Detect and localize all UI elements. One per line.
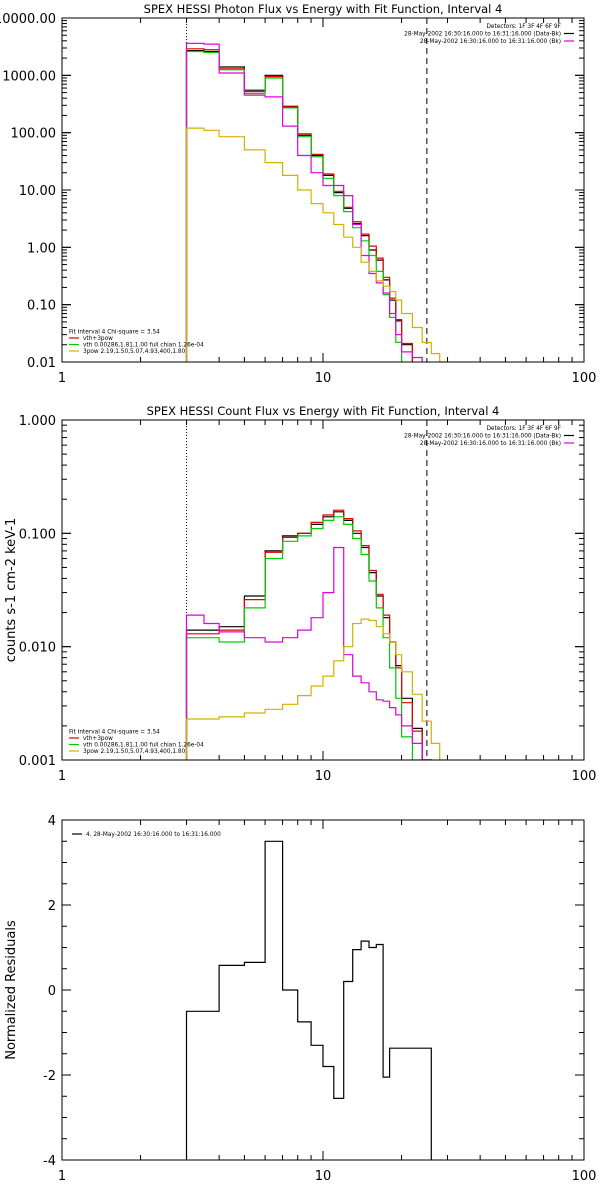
series-3-line xyxy=(185,50,403,362)
x-tick-label: 10 xyxy=(315,1169,332,1184)
plot-frame xyxy=(61,17,585,363)
y-axis-label: counts s-1 cm-2 keV-1 xyxy=(4,518,19,663)
legend-left-entry: 3pow 2.19,1.50,5.07,4.93,400,1.80 xyxy=(83,349,186,355)
y-tick-label: 0.100 xyxy=(19,527,56,542)
panel-3 xyxy=(61,819,585,1161)
series-2-line xyxy=(185,509,432,760)
y-tick-label: 0 xyxy=(48,984,56,999)
y-axis-label: Normalized Residuals xyxy=(4,920,19,1060)
y-axis-ticks xyxy=(62,17,584,363)
x-tick-label: 1 xyxy=(58,769,66,784)
legend-right-entry: 28-May-2002 16:30:16.000 to 16:31:16.000… xyxy=(404,32,561,38)
x-tick-label: 10 xyxy=(315,371,332,386)
legend-left-entry: vth+3pow xyxy=(83,336,113,342)
y-tick-label: 10.00 xyxy=(19,184,56,199)
y-tick-label: 4 xyxy=(48,814,56,829)
series-1-line xyxy=(185,840,432,1160)
legend-left-entry: Fit Interval 4 Chi-square = 3.54 xyxy=(69,330,160,336)
series-4-line xyxy=(185,546,432,760)
x-tick-label: 100 xyxy=(572,371,597,386)
series-group xyxy=(185,42,449,362)
series-2-line xyxy=(185,48,413,362)
y-tick-label: 0.010 xyxy=(19,641,56,656)
panel-2 xyxy=(61,419,585,761)
x-tick-label: 1 xyxy=(58,371,66,386)
legend-right-entry: 28-May-2002 16:30:16.000 to 16:31:16.000… xyxy=(420,39,561,45)
y-tick-label: -2 xyxy=(43,1069,56,1084)
x-tick-label: 10 xyxy=(315,769,332,784)
series-1-line xyxy=(185,50,413,362)
x-tick-label: 100 xyxy=(572,769,597,784)
plot-frame xyxy=(61,819,585,1161)
legend-right-entry: 28-May-2002 16:30:16.000 to 16:31:16.000… xyxy=(404,434,561,440)
series-group xyxy=(185,840,432,1160)
y-tick-label: 0.10 xyxy=(27,299,56,314)
legend-entry: 4. 28-May-2002 16:30:16.000 to 16:31:16.… xyxy=(86,832,221,838)
legend-left-entry: vth 0.00286,1.81,1.00 full chian 1.26e-0… xyxy=(83,743,204,749)
legend-right-entry: Detectors: 1F 3F 4F 6F 9F xyxy=(486,426,561,432)
plot-frame xyxy=(61,419,585,761)
x-axis-ticks xyxy=(61,18,585,362)
legend-left-entry: Fit Interval 4 Chi-square = 3.54 xyxy=(69,730,160,736)
x-axis-ticks xyxy=(61,420,585,760)
legend-left-entry: vth 0.00286,1.81,1.00 full chian 1.26e-0… xyxy=(83,343,204,349)
y-tick-label: 100.00 xyxy=(11,127,57,142)
y-axis-ticks xyxy=(62,819,584,1161)
y-tick-label: 0.01 xyxy=(27,356,56,371)
y-tick-label: 10000.00 xyxy=(0,12,56,27)
series-group xyxy=(185,509,449,760)
legend-left-entry: 3pow 2.19,1.50,5.07,4.93,400,1.80 xyxy=(83,749,186,755)
y-tick-label: 1000.00 xyxy=(2,69,56,84)
legend-left-entry: vth+3pow xyxy=(83,736,113,742)
y-tick-label: -4 xyxy=(43,1154,56,1169)
panel-1 xyxy=(61,17,585,363)
series-4-line xyxy=(185,42,423,362)
y-tick-label: 0.001 xyxy=(19,754,56,769)
x-axis-ticks xyxy=(61,820,585,1160)
series-1-line xyxy=(185,511,432,760)
x-tick-label: 100 xyxy=(572,1169,597,1184)
legend-right-entry: 28-May-2002 16:30:16.000 to 16:31:16.000… xyxy=(420,441,561,447)
legend-right-entry: Detectors: 1F 3F 4F 6F 9F xyxy=(486,24,561,30)
x-tick-label: 1 xyxy=(58,1169,66,1184)
chart-title: SPEX HESSI Photon Flux vs Energy with Fi… xyxy=(144,2,503,16)
y-tick-label: 1.000 xyxy=(19,414,56,429)
series-5-line xyxy=(185,618,449,760)
y-axis-ticks xyxy=(62,419,584,761)
chart-title: SPEX HESSI Count Flux vs Energy with Fit… xyxy=(147,404,500,418)
series-5-line xyxy=(185,127,449,362)
y-tick-label: 1.00 xyxy=(27,241,56,256)
y-tick-label: 2 xyxy=(48,899,56,914)
series-3-line xyxy=(185,516,432,760)
